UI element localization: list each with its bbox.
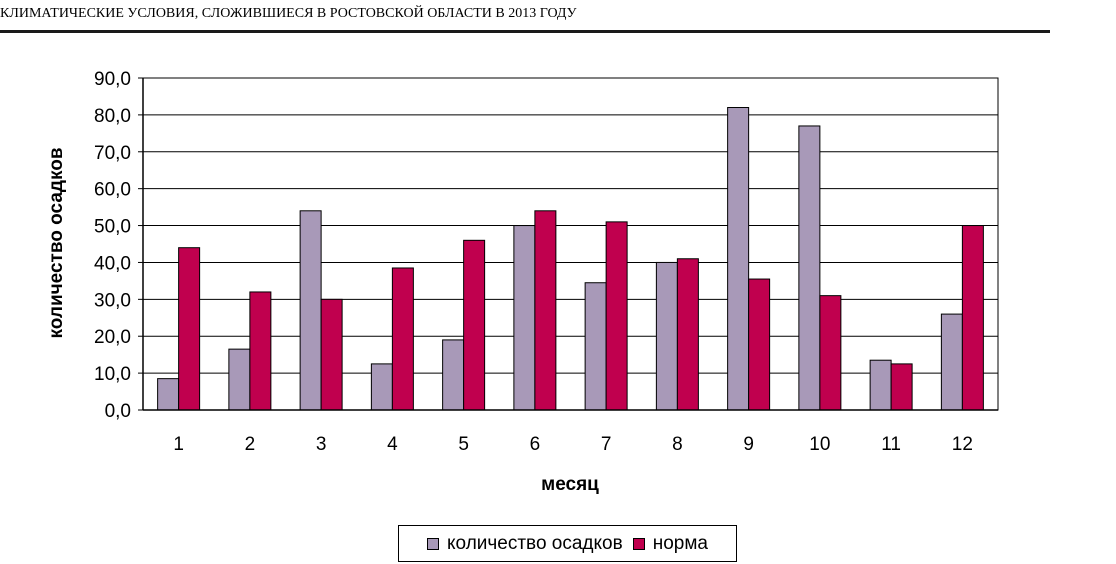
legend-item-series-1: количество осадков [427, 533, 623, 555]
grid-lines [138, 77, 998, 411]
x-tick-label: 2 [245, 434, 256, 455]
bar-norm [391, 267, 414, 411]
y-tick-label: 50,0 [94, 217, 131, 238]
x-tick-label: 9 [743, 434, 754, 455]
bar-norm [748, 278, 771, 411]
y-axis-label: количество осадков [46, 147, 67, 338]
x-tick-label: 6 [530, 434, 541, 455]
legend-item-series-2: норма [632, 532, 708, 555]
y-tick-label: 60,0 [94, 180, 131, 201]
x-tick-label: 10 [809, 434, 830, 455]
x-tick-label: 7 [601, 434, 612, 455]
bar-precipitation [157, 378, 180, 411]
legend-swatch-precipitation [427, 537, 440, 550]
bar-precipitation [869, 359, 892, 411]
bars [157, 107, 984, 411]
bar-precipitation [940, 313, 963, 411]
bar-precipitation [727, 107, 750, 411]
bar-norm [605, 221, 628, 411]
x-tick-labels: 1 2 3 4 5 6 7 8 9 10 11 12 [173, 434, 973, 455]
bar-norm [961, 225, 984, 411]
y-tick-label: 20,0 [94, 327, 131, 348]
page-header-title: КЛИМАТИЧЕСКИЕ УСЛОВИЯ, СЛОЖИВШИЕСЯ В РОС… [0, 6, 577, 21]
bar-precipitation [798, 125, 821, 411]
y-tick-labels: 0,0 10,0 20,0 30,0 40,0 50,0 60,0 70,0 80,0 90,0 [94, 69, 131, 422]
bar-precipitation [584, 282, 607, 411]
bar-precipitation [655, 261, 678, 411]
y-tick-label: 40,0 [94, 253, 131, 274]
chart-legend: количество осадков норма [398, 525, 737, 562]
x-tick-label: 8 [672, 434, 683, 455]
y-tick-label: 0,0 [105, 401, 131, 422]
bar-chart: 0,0 10,0 20,0 30,0 40,0 50,0 60,0 70,0 80,0 9 0,0 … [46, 69, 999, 495]
y-tick-label: 70,0 [94, 143, 131, 164]
x-tick-label: 3 [316, 434, 327, 455]
y-tick-label: 10,0 [94, 364, 131, 385]
bar-norm [819, 295, 842, 411]
bar-precipitation [228, 348, 251, 411]
bar-norm [178, 247, 201, 411]
bar-norm [890, 363, 913, 411]
bar-norm [534, 210, 557, 411]
legend-label-precipitation: количество осадков [447, 532, 623, 554]
bar-precipitation [442, 339, 465, 411]
bar-precipitation [299, 210, 322, 411]
header-rule [0, 30, 1050, 33]
bar-norm [249, 291, 272, 411]
y-tick-label: 80,0 [94, 106, 131, 127]
x-tick-label: 4 [387, 434, 398, 455]
bar-norm [320, 298, 343, 411]
x-tick-label: 11 [881, 434, 901, 455]
legend-label-norm: норма [652, 532, 708, 554]
bar-norm [676, 258, 699, 411]
y-tick-label: 30,0 [94, 290, 131, 311]
x-tick-label: 5 [458, 434, 469, 455]
x-tick-label: 1 [173, 434, 184, 455]
legend-swatch-norm [632, 537, 645, 550]
y-tick-label: 90,0 [94, 69, 131, 90]
axes [142, 78, 998, 411]
x-axis-label: месяц [541, 474, 599, 495]
x-tick-label: 12 [952, 434, 973, 455]
bar-precipitation [513, 225, 536, 411]
bar-precipitation [370, 363, 393, 411]
bar-norm [463, 239, 486, 411]
